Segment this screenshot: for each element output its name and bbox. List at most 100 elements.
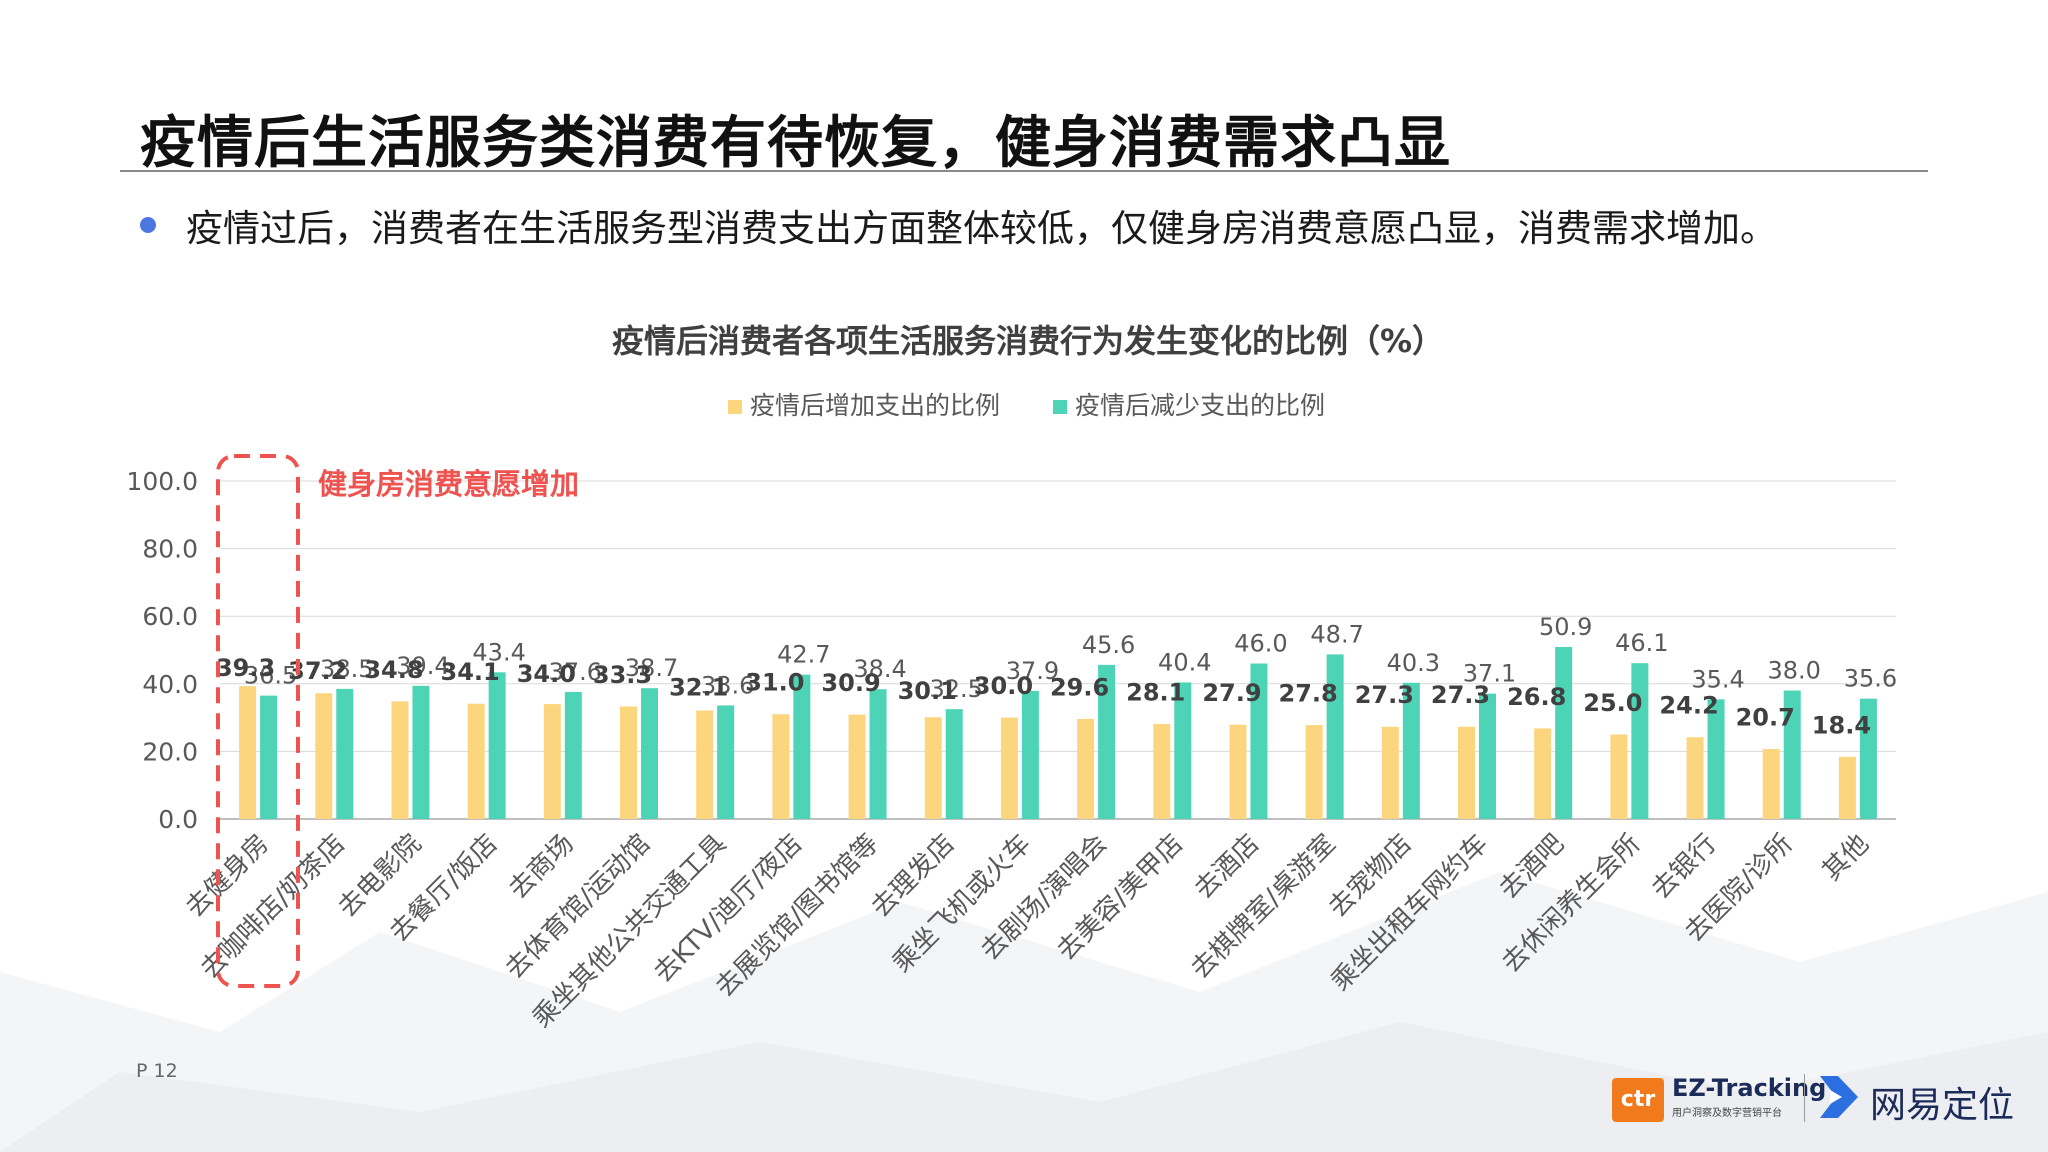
value-label-decrease: 43.4 xyxy=(472,638,525,666)
y-tick-label: 20.0 xyxy=(142,737,198,766)
bar-decrease xyxy=(1631,663,1649,819)
bar-decrease xyxy=(564,691,582,819)
bar-decrease xyxy=(641,688,658,819)
y-tick-label: 80.0 xyxy=(142,535,198,564)
summary-bullet: 疫情过后，消费者在生活服务型消费支出方面整体较低，仅健身房消费意愿凸显，消费需求… xyxy=(140,198,1777,252)
ez-tracking-subtitle: 用户洞察及数字营销平台 xyxy=(1672,1108,1782,1119)
value-label-decrease: 38.0 xyxy=(1768,657,1821,685)
value-label-decrease: 46.1 xyxy=(1615,629,1668,657)
footer-logos: ctr EZ-Tracking 用户洞察及数字营销平台 网易定位 xyxy=(1612,1066,2015,1126)
value-label-decrease: 37.9 xyxy=(1006,657,1059,685)
x-category-label: 去酒店 xyxy=(1189,829,1265,905)
bar-decrease xyxy=(1326,654,1344,819)
value-label-decrease: 42.7 xyxy=(777,641,830,669)
bar-increase xyxy=(1534,728,1552,819)
y-tick-label: 60.0 xyxy=(142,602,198,631)
highlight-label: 健身房消费意愿增加 xyxy=(318,467,579,501)
bar-increase xyxy=(1229,724,1247,819)
bar-decrease xyxy=(1021,690,1039,819)
value-label-increase: 20.7 xyxy=(1736,704,1795,732)
x-category-label: 去酒吧 xyxy=(1494,829,1570,905)
value-label-decrease: 50.9 xyxy=(1539,613,1592,641)
bar-decrease xyxy=(1707,699,1725,819)
bar-decrease xyxy=(717,705,735,819)
value-label-decrease: 45.6 xyxy=(1082,631,1135,659)
y-tick-label: 0.0 xyxy=(158,805,198,834)
value-label-decrease: 38.5 xyxy=(320,655,373,683)
value-label-decrease: 38.4 xyxy=(853,655,906,683)
bar-decrease xyxy=(793,674,811,819)
bar-increase xyxy=(696,710,714,819)
bar-increase xyxy=(1305,725,1323,819)
y-tick-label: 40.0 xyxy=(142,670,198,699)
bar-increase xyxy=(1153,724,1171,819)
legend-swatch-decrease xyxy=(1053,400,1067,414)
value-label-decrease: 35.6 xyxy=(1844,665,1897,693)
x-category-label: 其他 xyxy=(1817,829,1875,887)
bar-increase xyxy=(391,701,409,819)
y-tick-label: 100.0 xyxy=(126,467,198,496)
value-label-increase: 24.2 xyxy=(1659,692,1718,720)
y-axis: 0.0 20.0 40.0 60.0 80.0 100.0 xyxy=(126,467,198,834)
value-label-increase: 39.3 xyxy=(216,654,275,682)
background-decoration xyxy=(0,872,2048,1152)
value-label-increase: 30.1 xyxy=(898,677,957,705)
bar-increase xyxy=(543,704,561,819)
value-label-decrease: 32.5 xyxy=(930,675,983,703)
summary-text: 疫情过后，消费者在生活服务型消费支出方面整体较低，仅健身房消费意愿凸显，消费需求… xyxy=(186,207,1777,250)
value-label-increase: 26.8 xyxy=(1507,683,1566,711)
value-label-decrease: 37.1 xyxy=(1463,660,1516,688)
bars xyxy=(239,646,1877,819)
bar-decrease xyxy=(488,672,506,819)
value-label-increase: 18.4 xyxy=(1812,711,1871,739)
data-labels: 36.539.3 38.537.2 39.434.843.434.1 37.634.0… xyxy=(216,613,1897,739)
x-category-label: 去棋牌室/桌游室 xyxy=(1185,829,1341,985)
bar-increase xyxy=(620,706,637,819)
bar-increase xyxy=(315,693,333,819)
value-label-decrease: 40.4 xyxy=(1158,648,1211,676)
bar-increase xyxy=(1838,756,1856,819)
bar-increase xyxy=(1686,737,1704,819)
bullet-dot-icon xyxy=(140,217,156,233)
ez-tracking-logo: EZ-Tracking xyxy=(1672,1074,1827,1102)
bar-increase xyxy=(1381,726,1399,819)
bar-decrease xyxy=(1555,646,1573,819)
legend-label-decrease: 疫情后减少支出的比例 xyxy=(1075,391,1325,420)
bar-increase xyxy=(239,686,257,819)
value-label-decrease: 39.4 xyxy=(396,652,449,680)
bar-increase xyxy=(848,714,866,819)
value-label-increase: 34.1 xyxy=(441,658,500,686)
bar-decrease xyxy=(1859,698,1877,819)
value-label-decrease: 37.6 xyxy=(549,658,602,686)
value-label-increase: 28.1 xyxy=(1126,679,1185,707)
legend-swatch-increase xyxy=(728,400,742,414)
bar-decrease xyxy=(1479,693,1496,819)
legend: 疫情后增加支出的比例 疫情后减少支出的比例 xyxy=(728,391,1325,420)
bar-decrease xyxy=(869,689,887,819)
value-label-increase: 27.8 xyxy=(1279,680,1338,708)
netease-logo: 网易定位 xyxy=(1870,1085,2015,1126)
value-label-decrease: 33.6 xyxy=(701,671,754,699)
page-number: P 12 xyxy=(136,1060,178,1082)
chart-title: 疫情后消费者各项生活服务消费行为发生变化的比例（%） xyxy=(612,322,1444,360)
bar-decrease xyxy=(945,709,963,819)
bar-decrease xyxy=(1783,690,1801,819)
title-divider xyxy=(120,170,1928,172)
bar-increase xyxy=(1077,718,1095,819)
value-label-increase: 30.9 xyxy=(821,669,880,697)
bar-decrease xyxy=(412,685,430,819)
bar-decrease xyxy=(1174,682,1192,819)
value-label-increase: 25.0 xyxy=(1583,689,1642,717)
page-title: 疫情后生活服务类消费有待恢复，健身消费需求凸显 xyxy=(140,111,1451,176)
bar-increase xyxy=(1000,717,1018,819)
value-label-increase: 34.0 xyxy=(517,660,576,688)
bar-increase xyxy=(1458,726,1475,819)
bar-increase xyxy=(772,714,790,819)
highlight-group: 健身房消费意愿增加 xyxy=(216,454,579,988)
value-label-increase: 34.8 xyxy=(364,656,423,684)
value-label-increase: 29.6 xyxy=(1050,673,1109,701)
x-category-label: 去休闲养生会所 xyxy=(1496,829,1646,979)
value-label-decrease: 38.7 xyxy=(625,654,678,682)
bar-decrease xyxy=(1250,663,1268,819)
